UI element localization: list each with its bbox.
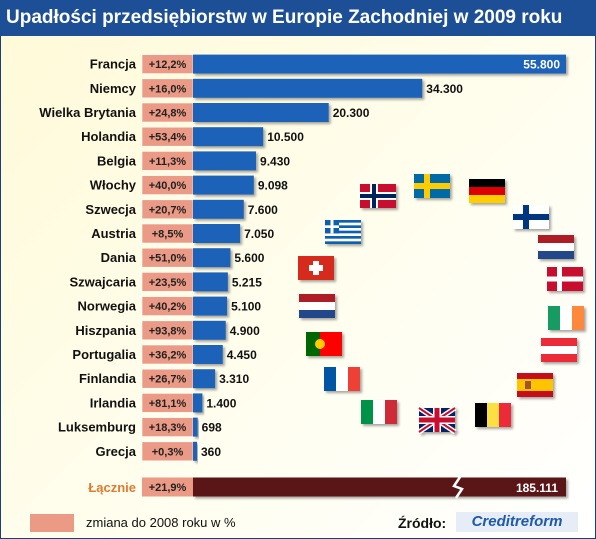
country-label: Norwegia — [77, 299, 136, 314]
bar — [193, 393, 203, 413]
country-label: Irlandia — [90, 395, 137, 410]
bar — [193, 441, 197, 461]
bar — [193, 320, 226, 340]
bar — [193, 151, 257, 171]
flag-finland-icon — [513, 205, 549, 229]
country-label: Dania — [101, 250, 137, 265]
title-bar: Upadłości przedsiębiorstw w Europie Zach… — [0, 0, 596, 36]
flag-france-icon — [324, 367, 360, 391]
flag-netherlands-icon — [299, 294, 335, 318]
bar — [193, 248, 231, 268]
value-label: 7.050 — [244, 227, 274, 241]
axis-break-mark — [452, 476, 464, 499]
flag-norway-icon — [360, 184, 396, 208]
flag-ireland-icon — [548, 306, 584, 330]
value-label: 4.900 — [230, 324, 260, 338]
change-label: +40,0% — [149, 180, 187, 192]
change-label: +51,0% — [149, 253, 187, 265]
bar-chart: Francja +12,2% 55.800 Niemcy +16,0% 34.300 Wie… — [39, 54, 584, 499]
country-label: Włochy — [90, 178, 137, 193]
country-label: Niemcy — [90, 81, 137, 96]
chart-title: Upadłości przedsiębiorstw w Europie Zach… — [6, 7, 563, 28]
total-bar — [193, 477, 566, 497]
flag-switzerland-icon — [298, 256, 334, 280]
value-label: 1.400 — [206, 396, 236, 410]
source-label: Źródło: — [398, 515, 447, 531]
flag-sweden-icon — [414, 174, 450, 198]
country-label: Portugalia — [72, 347, 136, 362]
change-label: +36,2% — [149, 350, 187, 362]
bar — [193, 54, 566, 74]
change-label: +53,4% — [149, 132, 187, 144]
total-label: Łącznie — [88, 480, 136, 495]
flag-netherlands-icon — [538, 235, 574, 259]
bar — [193, 127, 264, 147]
country-label: Austria — [91, 226, 137, 241]
flag-spain-icon — [517, 373, 553, 397]
value-label: 9.098 — [258, 179, 288, 193]
country-label: Grecja — [96, 444, 137, 459]
bar — [193, 224, 241, 243]
change-label: +8,5% — [152, 229, 184, 241]
change-label: +40,2% — [149, 301, 187, 313]
country-label: Francja — [90, 57, 137, 72]
bar — [193, 296, 228, 316]
change-label: +93,8% — [149, 325, 187, 337]
creditreform-logo: Creditreform — [456, 512, 578, 532]
change-label: +16,0% — [149, 83, 187, 95]
bar — [193, 369, 216, 389]
value-label: 4.450 — [227, 348, 257, 362]
change-label: +20,7% — [149, 204, 187, 216]
value-label: 9.430 — [260, 154, 290, 168]
country-label: Holandia — [81, 129, 137, 144]
flag-uk-icon — [417, 405, 457, 435]
value-label: 7.600 — [248, 203, 278, 217]
value-label: 55.800 — [523, 58, 560, 72]
value-label: 5.215 — [232, 275, 262, 289]
bar — [193, 272, 228, 292]
value-label: 5.600 — [234, 251, 264, 265]
bar — [193, 199, 244, 219]
value-label: 698 — [202, 421, 222, 435]
bar — [193, 103, 329, 122]
change-label: +23,5% — [149, 277, 187, 289]
value-label: 20.300 — [333, 106, 370, 120]
country-label: Szwecja — [85, 202, 136, 217]
flag-belgium-icon — [475, 403, 511, 427]
country-label: Hiszpania — [75, 323, 136, 338]
legend-label: zmiana do 2008 roku w % — [86, 515, 236, 530]
country-label: Belgia — [97, 153, 137, 168]
country-label: Finlandia — [79, 371, 137, 386]
change-label: +18,3% — [149, 422, 187, 434]
value-label: 3.310 — [219, 372, 249, 386]
flag-portugal-icon — [306, 332, 342, 356]
total-change-label: +21,9% — [149, 482, 187, 494]
total-value-label: 185.111 — [516, 481, 558, 495]
change-label: +24,8% — [149, 108, 187, 120]
bar — [193, 78, 423, 98]
bar — [193, 175, 254, 195]
total-change-box — [142, 477, 193, 497]
flag-denmark-icon — [547, 267, 583, 291]
country-label: Luksemburg — [58, 420, 136, 435]
value-label: 5.100 — [231, 300, 261, 314]
change-label: +11,3% — [149, 156, 186, 168]
legend-swatch — [30, 514, 74, 532]
bar — [193, 345, 223, 364]
value-label: 10.500 — [267, 130, 304, 144]
change-label: +81,1% — [149, 398, 187, 410]
flag-greece-icon — [325, 220, 361, 244]
country-label: Wielka Brytania — [39, 105, 136, 120]
change-label: +12,2% — [149, 59, 187, 71]
flag-germany-icon — [469, 179, 505, 203]
value-label: 34.300 — [426, 82, 463, 96]
flag-italy-icon — [361, 400, 397, 424]
country-label: Szwajcaria — [70, 274, 137, 289]
change-label: +0,3% — [152, 446, 184, 458]
change-label: +26,7% — [149, 374, 187, 386]
value-label: 360 — [201, 445, 221, 459]
bar — [193, 417, 198, 437]
flag-austria-icon — [541, 338, 577, 362]
